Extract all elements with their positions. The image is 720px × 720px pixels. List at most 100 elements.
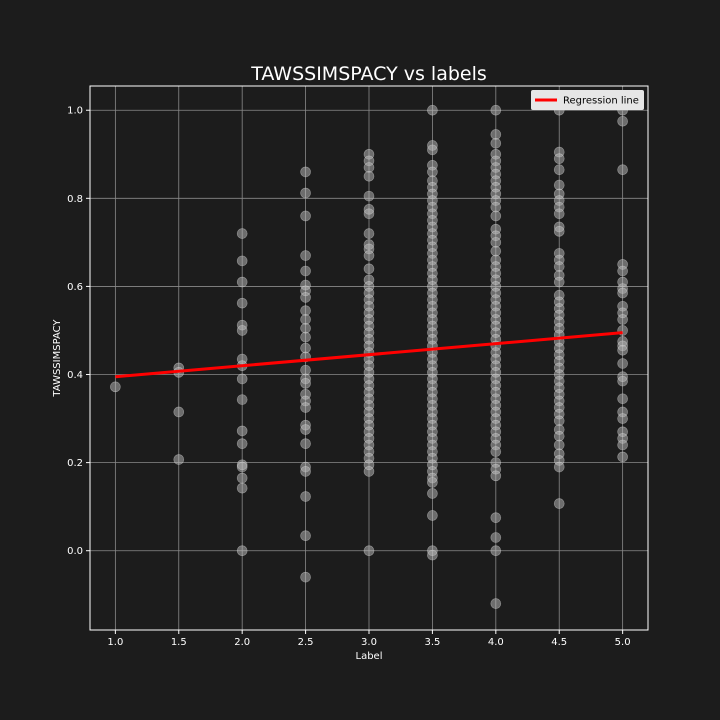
data-point [553, 164, 565, 175]
regression-line [115, 331, 623, 379]
data-point [300, 265, 311, 277]
scatter-points [110, 104, 628, 609]
x-tick-label: 4.0 [488, 637, 504, 648]
data-point [553, 415, 565, 427]
data-point [617, 164, 628, 175]
data-point [363, 162, 375, 173]
data-point [617, 375, 628, 387]
y-tick-label: 0.0 [67, 546, 83, 557]
data-point [236, 461, 248, 473]
data-point [300, 491, 311, 502]
x-tick-label: 5.0 [615, 637, 631, 648]
data-point [300, 166, 311, 178]
data-point [236, 545, 248, 557]
data-point [617, 451, 628, 463]
data-point [617, 413, 628, 424]
data-point [490, 237, 502, 248]
data-point [236, 482, 248, 494]
data-point [553, 461, 565, 473]
data-point [553, 261, 565, 272]
data-point [427, 488, 438, 499]
data-point [490, 532, 502, 543]
data-point [363, 545, 375, 557]
y-axis-ticks: 0.0 0.2 0.4 0.6 0.8 1.0 [67, 106, 90, 557]
regression-layer [115, 331, 623, 379]
x-tick-label: 4.5 [551, 637, 567, 648]
data-point [363, 170, 375, 182]
data-point [427, 549, 438, 561]
data-point [236, 255, 248, 267]
data-point [490, 446, 502, 457]
data-point [300, 342, 311, 354]
data-point [553, 226, 565, 237]
data-point [553, 179, 565, 191]
x-tick-label: 2.0 [234, 637, 250, 648]
data-point [427, 510, 438, 521]
y-tick-label: 1.0 [67, 106, 83, 117]
data-point [617, 265, 628, 277]
data-point [427, 104, 438, 116]
data-point [490, 512, 502, 523]
data-point [236, 325, 248, 336]
data-point [300, 364, 311, 376]
data-point [617, 358, 628, 369]
data-point [490, 129, 502, 140]
data-point [490, 245, 502, 257]
data-point [300, 292, 311, 303]
data-point [173, 406, 185, 418]
data-point [427, 477, 438, 488]
data-point [617, 439, 628, 451]
data-point [617, 344, 628, 356]
y-axis-label: TAWSSIMSPACY [52, 319, 63, 398]
data-point [363, 190, 375, 202]
data-point [490, 470, 502, 482]
x-axis-ticks: 1.0 1.5 2.0 2.5 3.0 3.5 4.0 4.5 5.0 [107, 630, 631, 648]
data-point [300, 322, 311, 334]
data-point [236, 438, 248, 449]
data-point [427, 166, 438, 178]
data-point [363, 263, 375, 275]
x-tick-label: 1.0 [107, 637, 123, 648]
data-point [236, 297, 248, 309]
data-point [300, 530, 311, 542]
data-point [236, 228, 248, 239]
data-point [363, 466, 375, 477]
data-point [300, 250, 311, 261]
data-point [300, 331, 311, 343]
data-point [490, 201, 502, 213]
data-point [553, 276, 565, 288]
y-tick-label: 0.8 [67, 194, 83, 205]
data-point [617, 393, 628, 405]
data-point [490, 545, 502, 557]
data-point [490, 210, 502, 222]
x-tick-label: 3.5 [424, 637, 440, 648]
y-tick-label: 0.2 [67, 458, 83, 469]
y-tick-label: 0.4 [67, 370, 83, 381]
data-point [300, 424, 311, 435]
data-point [553, 208, 565, 220]
data-point [363, 228, 375, 239]
x-tick-label: 1.5 [171, 637, 187, 648]
data-point [427, 144, 438, 156]
x-axis-label: Label [356, 651, 383, 662]
chart-title: TAWSSIMSPACY vs labels [250, 63, 487, 85]
data-point [490, 104, 502, 116]
data-point [490, 137, 502, 149]
data-point [173, 454, 185, 465]
data-point [300, 466, 311, 477]
data-point [236, 276, 248, 288]
data-point [300, 314, 311, 325]
data-point [300, 210, 311, 222]
data-point [553, 430, 565, 442]
data-point [110, 381, 121, 393]
data-point [363, 250, 375, 261]
data-point [553, 153, 565, 164]
data-point [617, 314, 628, 325]
data-point [300, 402, 311, 413]
x-tick-label: 3.0 [361, 637, 377, 648]
data-point [236, 472, 248, 484]
data-point [300, 378, 311, 389]
